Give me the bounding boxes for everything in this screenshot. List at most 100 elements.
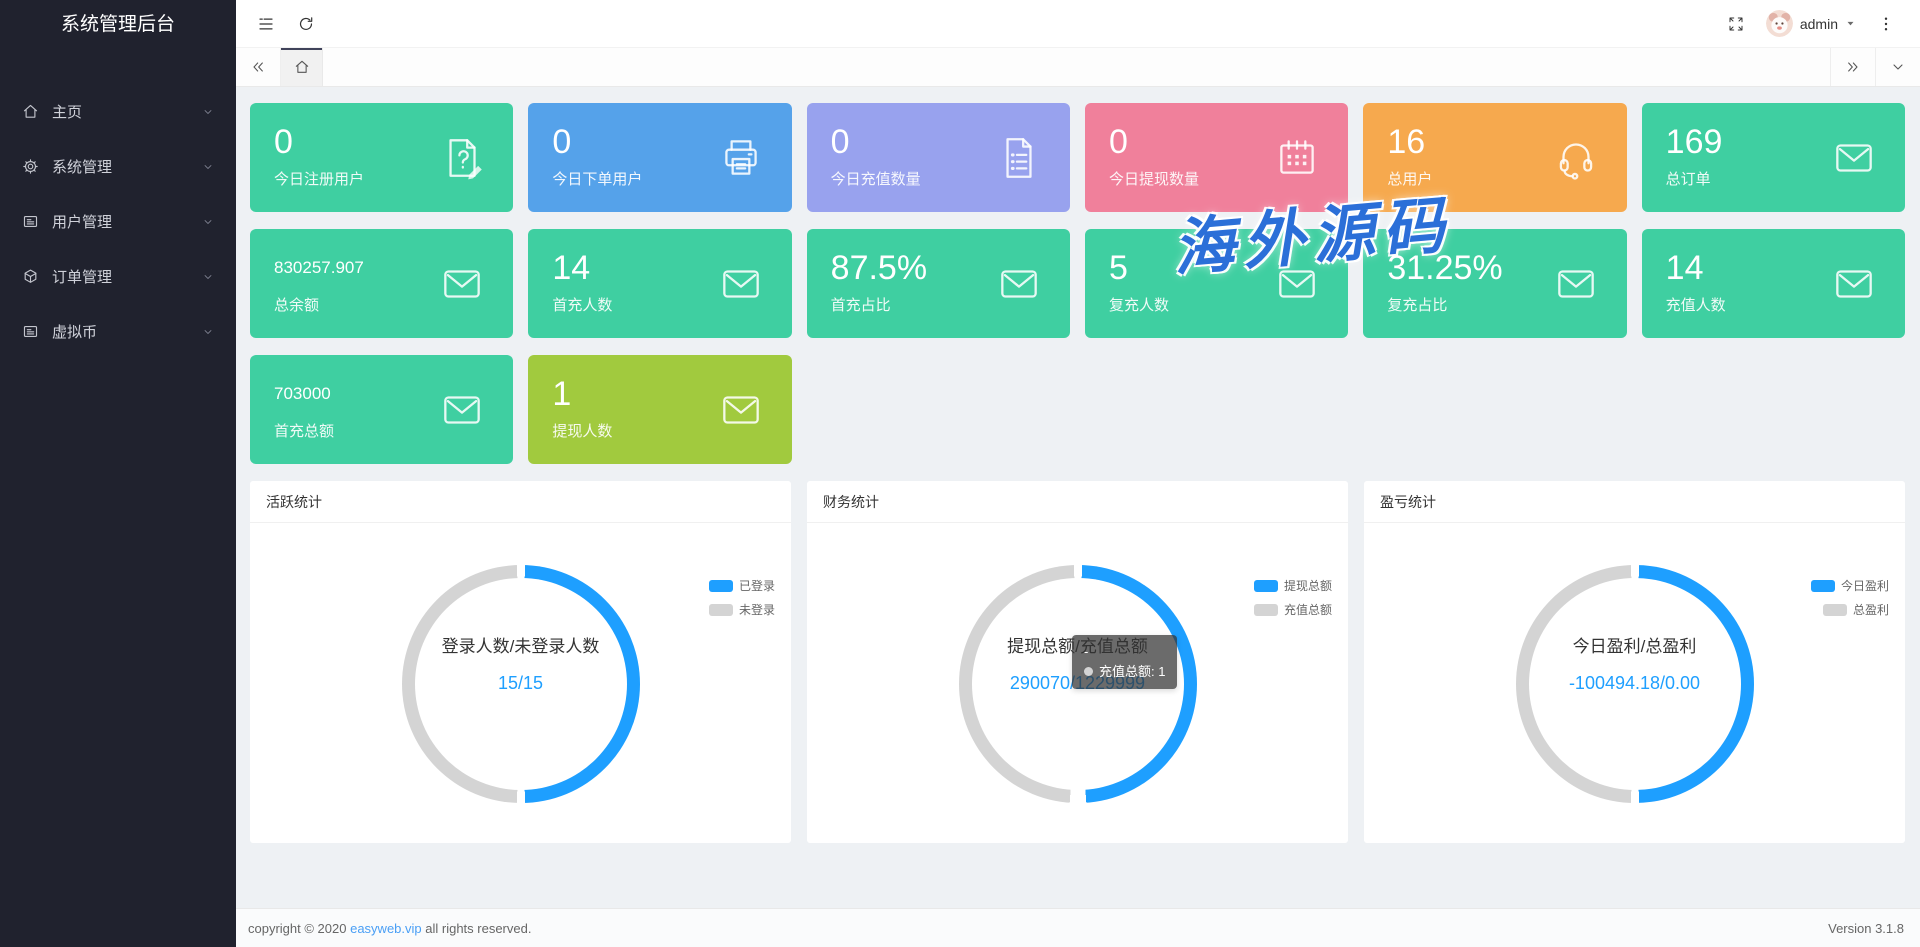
sidebar-item[interactable]: 订单管理 [0, 249, 236, 304]
refresh-icon[interactable] [286, 0, 326, 48]
menu-collapse-icon[interactable] [246, 0, 286, 48]
tab-home[interactable] [281, 48, 323, 86]
legend-label: 已登录 [738, 579, 775, 593]
donut-hole [414, 578, 627, 790]
file-question-icon [437, 133, 487, 183]
stat-card-value: 1 [552, 374, 572, 413]
copyright-text: copyright © 2020 easyweb.vip all rights … [248, 921, 531, 936]
stat-card: 87.5% 首充占比 [806, 229, 1070, 338]
chevron-down-icon [202, 216, 214, 228]
panel-title: 财务统计 [807, 481, 1348, 523]
more-menu-icon[interactable] [1866, 0, 1906, 48]
stat-card: 0 今日充值数量 [806, 103, 1070, 212]
legend-item[interactable]: 充值总额 [1253, 601, 1332, 618]
panel-title: 活跃统计 [250, 481, 791, 523]
main-column: admin 0 今日注册用户 0 今日下单用户 0 今日充值数量 0 今日提现数量 16 总用户 1… [236, 0, 1920, 947]
stat-card: 5 复充人数 [1085, 229, 1349, 338]
stat-card-label: 今日下单用户 [552, 171, 643, 188]
footer-link[interactable]: easyweb.vip [350, 920, 422, 936]
sidebar: 系统管理后台 主页系统管理用户管理 订单管理虚拟币 [0, 0, 236, 947]
stat-card: 1 提现人数 [528, 355, 792, 464]
donut-center: 今日盈利/总盈利 -100494.18/0.00 [1516, 565, 1754, 803]
caret-down-icon [1845, 18, 1856, 29]
stat-card-label: 首充占比 [830, 297, 891, 314]
sidebar-item[interactable]: 虚拟币 [0, 304, 236, 359]
tabs-scroll-left-button[interactable] [236, 48, 281, 86]
coin-card-icon [22, 323, 39, 340]
legend-swatch [1810, 579, 1835, 592]
donut-center-value: -100494.18/0.00 [1568, 673, 1701, 693]
mail-icon [1829, 133, 1879, 183]
legend-label: 充值总额 [1283, 603, 1332, 617]
legend-label: 今日盈利 [1840, 579, 1889, 593]
stat-card-value: 16 [1387, 122, 1426, 161]
chevron-down-icon [202, 271, 214, 283]
chart-legend: 提现总额充值总额 [1253, 577, 1332, 625]
legend-label: 未登录 [738, 603, 775, 617]
fullscreen-icon[interactable] [1716, 0, 1756, 48]
stat-cards-grid: 0 今日注册用户 0 今日下单用户 0 今日充值数量 0 今日提现数量 16 总用户 169 总订单 8… [250, 103, 1905, 464]
donut-chart: 登录人数/未登录人数 15/15 [401, 565, 640, 803]
legend-item[interactable]: 今日盈利 [1810, 577, 1889, 594]
stat-card-value: 0 [552, 122, 572, 161]
stat-card: 16 总用户 [1363, 103, 1627, 212]
panel-body: 已登录未登录 登录人数/未登录人数 15/15 [250, 565, 791, 885]
sidebar-nav: 主页系统管理用户管理 订单管理虚拟币 [0, 84, 236, 359]
stat-card-label: 今日提现数量 [1109, 171, 1200, 188]
stat-card-value: 703000 [274, 384, 331, 403]
legend-item[interactable]: 未登录 [708, 601, 775, 618]
stat-card-value: 0 [830, 122, 850, 161]
home-icon [294, 59, 310, 75]
sidebar-item-label: 系统管理 [52, 159, 113, 176]
legend-swatch [708, 603, 733, 616]
panel-body: 提现总额充值总额提现总额/充值总额290070/1229999-充值总额: 1 [807, 565, 1348, 885]
tooltip-series-dot [1084, 667, 1093, 676]
legend-item[interactable]: 已登录 [708, 577, 775, 594]
topbar-right: admin [1716, 0, 1906, 47]
mail-icon [994, 259, 1044, 309]
stat-card-value: 830257.907 [274, 258, 364, 277]
gear-icon [22, 158, 39, 175]
tabs-menu-button[interactable] [1875, 48, 1920, 86]
printer-icon [716, 133, 766, 183]
sidebar-item[interactable]: 系统管理 [0, 139, 236, 194]
stat-card: 0 今日注册用户 [250, 103, 514, 212]
stat-card-label: 今日注册用户 [274, 171, 365, 188]
package-icon [22, 268, 39, 285]
dashboard-content: 0 今日注册用户 0 今日下单用户 0 今日充值数量 0 今日提现数量 16 总用户 169 总订单 8… [236, 87, 1920, 908]
copyright-prefix: copyright © 2020 [248, 920, 351, 936]
stat-card-value: 14 [552, 248, 591, 287]
donut-hole [1528, 578, 1741, 790]
stat-card-label: 充值人数 [1665, 297, 1726, 314]
sidebar-item[interactable]: 用户管理 [0, 194, 236, 249]
tab-bar [236, 48, 1920, 87]
stat-card-value: 0 [1109, 122, 1128, 161]
tabs-scroll-right-button[interactable] [1830, 48, 1875, 86]
stats-panel: 盈亏统计 今日盈利 总盈利 今日盈利/总盈利 -100494.18/0.00 [1364, 481, 1905, 843]
stat-card-label: 今日充值数量 [830, 171, 921, 188]
file-list-icon [994, 133, 1044, 183]
legend-item[interactable]: 提现总额 [1253, 577, 1332, 594]
stat-card: 31.25% 复充占比 [1363, 229, 1627, 338]
stats-panel: 财务统计提现总额充值总额提现总额/充值总额290070/1229999-充值总额… [807, 481, 1348, 843]
app-title: 系统管理后台 [60, 14, 175, 35]
sidebar-item[interactable]: 主页 [0, 84, 236, 139]
sidebar-item-label: 虚拟币 [52, 324, 98, 341]
chart-tooltip: - 充值总额: 1 [1072, 635, 1178, 689]
legend-swatch [1822, 603, 1847, 616]
donut-center: 登录人数/未登录人数 15/15 [402, 565, 640, 803]
mail-icon [437, 259, 487, 309]
mail-icon [1272, 259, 1322, 309]
stat-card-label: 总订单 [1665, 171, 1711, 188]
legend-item[interactable]: 总盈利 [1811, 601, 1889, 618]
stat-card-value: 0 [274, 122, 293, 161]
stat-card-value: 5 [1109, 248, 1128, 287]
stat-card-label: 总用户 [1387, 171, 1433, 188]
version-label: Version 3.1.8 [1828, 920, 1904, 936]
stat-card-value: 169 [1665, 122, 1723, 161]
legend-swatch [1253, 579, 1278, 592]
user-menu[interactable]: admin [1756, 0, 1866, 48]
chart-legend: 已登录 未登录 [708, 577, 775, 625]
mail-icon [437, 385, 487, 435]
